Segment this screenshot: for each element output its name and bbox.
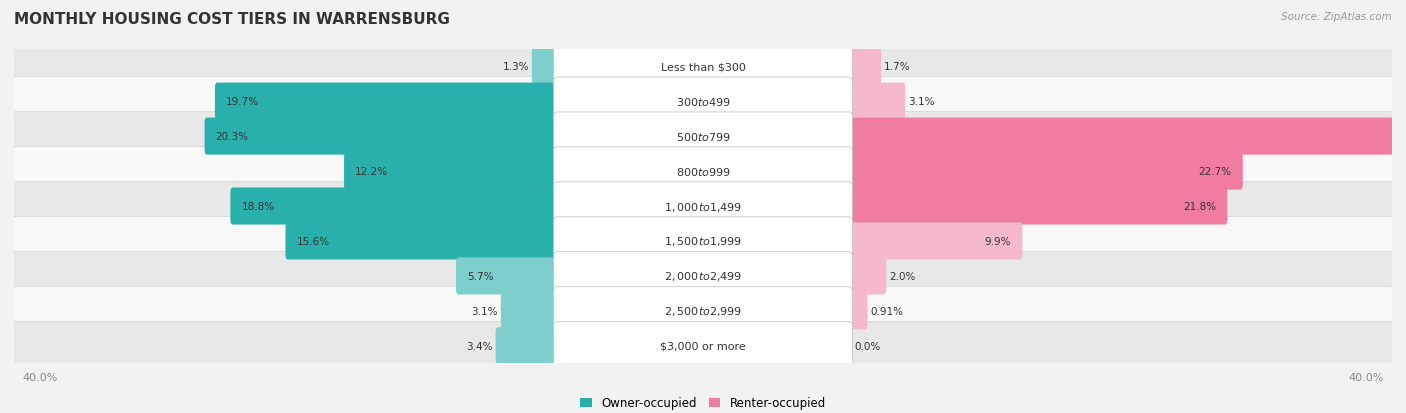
FancyBboxPatch shape: [554, 78, 852, 126]
FancyBboxPatch shape: [846, 188, 1227, 225]
FancyBboxPatch shape: [846, 118, 1406, 155]
Text: 3.4%: 3.4%: [467, 341, 494, 351]
FancyBboxPatch shape: [13, 252, 1393, 301]
Text: 0.0%: 0.0%: [855, 341, 880, 351]
Text: Less than $300: Less than $300: [661, 62, 745, 72]
FancyBboxPatch shape: [554, 217, 852, 266]
Text: 2.0%: 2.0%: [889, 271, 915, 281]
Text: 21.8%: 21.8%: [1182, 202, 1216, 211]
FancyBboxPatch shape: [13, 147, 1393, 196]
Text: 12.2%: 12.2%: [356, 166, 388, 177]
Text: 19.7%: 19.7%: [226, 97, 259, 107]
FancyBboxPatch shape: [554, 113, 852, 161]
Text: 22.7%: 22.7%: [1199, 166, 1232, 177]
Text: $1,500 to $1,999: $1,500 to $1,999: [664, 235, 742, 248]
Text: 20.3%: 20.3%: [215, 132, 249, 142]
FancyBboxPatch shape: [554, 322, 852, 370]
Text: $2,500 to $2,999: $2,500 to $2,999: [664, 305, 742, 318]
Text: 40.0%: 40.0%: [1348, 372, 1384, 382]
FancyBboxPatch shape: [344, 153, 560, 190]
FancyBboxPatch shape: [13, 217, 1393, 266]
FancyBboxPatch shape: [501, 293, 560, 330]
FancyBboxPatch shape: [13, 43, 1393, 91]
Legend: Owner-occupied, Renter-occupied: Owner-occupied, Renter-occupied: [575, 392, 831, 413]
FancyBboxPatch shape: [531, 48, 560, 85]
FancyBboxPatch shape: [231, 188, 560, 225]
FancyBboxPatch shape: [554, 183, 852, 230]
FancyBboxPatch shape: [554, 287, 852, 335]
Text: MONTHLY HOUSING COST TIERS IN WARRENSBURG: MONTHLY HOUSING COST TIERS IN WARRENSBUR…: [14, 12, 450, 27]
Text: $800 to $999: $800 to $999: [675, 166, 731, 178]
FancyBboxPatch shape: [846, 293, 868, 330]
Text: 15.6%: 15.6%: [297, 236, 329, 247]
FancyBboxPatch shape: [215, 83, 560, 120]
FancyBboxPatch shape: [554, 147, 852, 196]
FancyBboxPatch shape: [846, 48, 882, 85]
Text: $1,000 to $1,499: $1,000 to $1,499: [664, 200, 742, 213]
Text: Source: ZipAtlas.com: Source: ZipAtlas.com: [1281, 12, 1392, 22]
FancyBboxPatch shape: [13, 322, 1393, 370]
FancyBboxPatch shape: [285, 223, 560, 260]
Text: 0.91%: 0.91%: [870, 306, 903, 316]
FancyBboxPatch shape: [13, 182, 1393, 231]
FancyBboxPatch shape: [846, 258, 886, 295]
FancyBboxPatch shape: [846, 83, 905, 120]
FancyBboxPatch shape: [554, 252, 852, 300]
Text: $2,000 to $2,499: $2,000 to $2,499: [664, 270, 742, 283]
Text: $3,000 or more: $3,000 or more: [661, 341, 745, 351]
FancyBboxPatch shape: [496, 328, 560, 365]
Text: 1.3%: 1.3%: [502, 62, 529, 72]
Text: 3.1%: 3.1%: [908, 97, 935, 107]
Text: $500 to $799: $500 to $799: [675, 131, 731, 143]
Text: 40.0%: 40.0%: [22, 372, 58, 382]
FancyBboxPatch shape: [846, 223, 1022, 260]
Text: 5.7%: 5.7%: [467, 271, 494, 281]
FancyBboxPatch shape: [13, 287, 1393, 335]
Text: $300 to $499: $300 to $499: [675, 96, 731, 108]
FancyBboxPatch shape: [13, 78, 1393, 126]
FancyBboxPatch shape: [456, 258, 560, 295]
FancyBboxPatch shape: [13, 112, 1393, 161]
Text: 9.9%: 9.9%: [984, 236, 1011, 247]
FancyBboxPatch shape: [846, 153, 1243, 190]
Text: 18.8%: 18.8%: [242, 202, 274, 211]
FancyBboxPatch shape: [554, 43, 852, 91]
Text: 3.1%: 3.1%: [471, 306, 498, 316]
Text: 1.7%: 1.7%: [884, 62, 910, 72]
FancyBboxPatch shape: [204, 118, 560, 155]
